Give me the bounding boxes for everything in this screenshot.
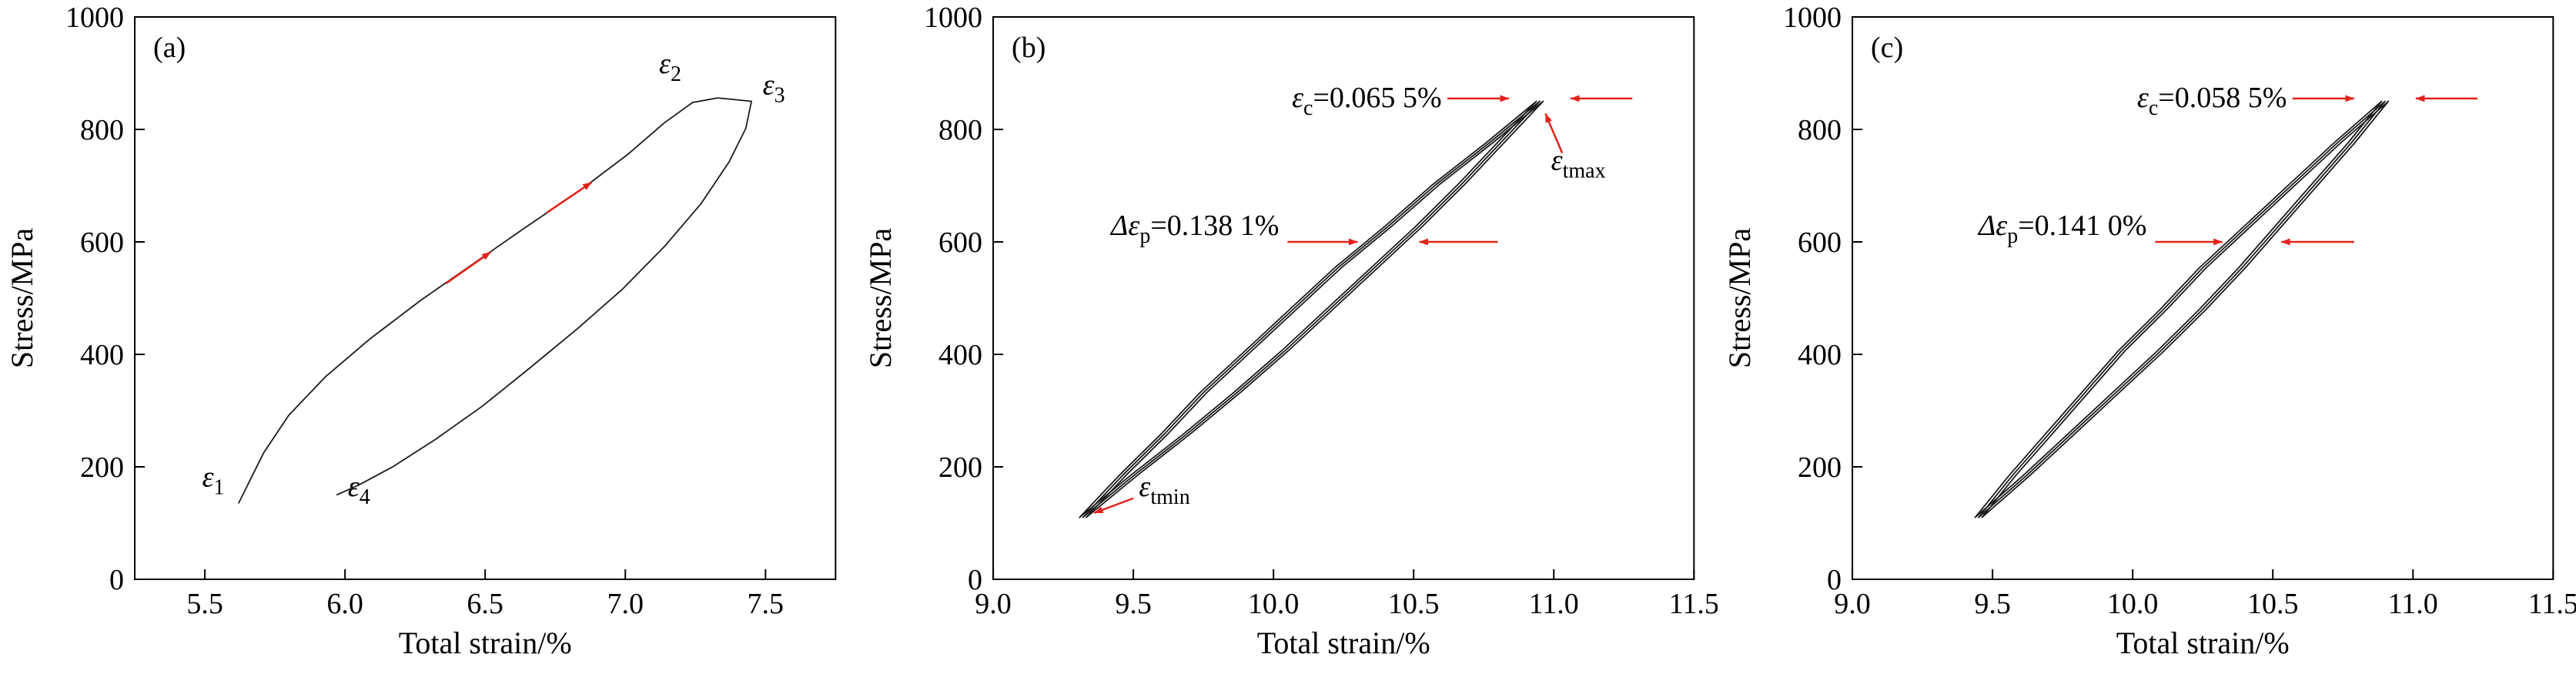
hysteresis-loop-cycles xyxy=(1082,100,1541,518)
panel-c: 9.0 9.5 10.0 10.5 11.0 11.5 0 200 400 600 800 1000 T… xyxy=(1717,0,2576,681)
annotation-arrow xyxy=(546,181,593,214)
x-tick-label: 6.0 xyxy=(326,588,363,620)
x-tick-label: 7.0 xyxy=(607,588,644,620)
x-tick-label: 6.5 xyxy=(467,588,503,620)
hysteresis-loop xyxy=(237,97,752,504)
panel-letter: (c) xyxy=(1871,32,1903,64)
x-tick-label: 9.5 xyxy=(1974,588,2011,620)
plot-background xyxy=(858,0,1718,681)
panel-letter: (b) xyxy=(1012,32,1045,64)
annotation-label: Δεp=0.141 0% xyxy=(1977,210,2146,248)
panel-a: 5.5 6.0 6.5 7.0 7.5 0 200 400 600 800 1000 Total st… xyxy=(0,0,859,681)
y-tick-label: 0 xyxy=(968,564,982,596)
y-tick-label: 1000 xyxy=(1783,2,1842,34)
y-tick-label: 800 xyxy=(1798,114,1842,146)
annotation-label: εc=0.058 5% xyxy=(2137,82,2287,120)
y-tick-label: 1000 xyxy=(924,2,982,34)
annotation-label: ε3 xyxy=(763,69,785,108)
y-tick-label: 800 xyxy=(938,114,982,146)
annotation-arrow xyxy=(445,251,492,285)
x-tick-label: 10.5 xyxy=(1388,588,1440,620)
x-tick-label: 9.0 xyxy=(1834,588,1871,620)
chart-b-hysteresis-loop: 9.0 9.5 10.0 10.5 11.0 11.5 0 200 400 600 800 1000 T… xyxy=(858,0,1718,681)
x-tick-label: 10.5 xyxy=(2247,588,2299,620)
annotation-arrow xyxy=(1093,497,1134,515)
x-tick-label: 11.5 xyxy=(2527,588,2576,620)
x-tick-label: 5.5 xyxy=(186,588,223,620)
hysteresis-loop-cycles xyxy=(1086,100,1544,518)
x-tick-label: 7.5 xyxy=(748,588,785,620)
plot-background xyxy=(0,0,859,681)
y-axis-title: Stress/MPa xyxy=(1722,228,1757,368)
y-tick-label: 400 xyxy=(80,339,124,371)
hysteresis-loop-cycles xyxy=(1981,100,2389,518)
y-tick-label: 600 xyxy=(80,226,124,259)
chart-a-hysteresis-loop: 5.5 6.0 6.5 7.0 7.5 0 200 400 600 800 1000 Total st… xyxy=(0,0,859,681)
x-tick-label: 11.0 xyxy=(1529,588,1579,620)
axis-box xyxy=(992,16,1695,580)
hysteresis-loop-cycles xyxy=(1079,100,1537,518)
annotation-label: Δεp=0.138 1% xyxy=(1109,210,1279,248)
y-tick-label: 600 xyxy=(1798,226,1842,259)
y-axis-title: Stress/MPa xyxy=(863,228,898,368)
y-tick-label: 0 xyxy=(1827,564,1842,596)
y-tick-label: 1000 xyxy=(65,2,124,34)
y-tick-label: 200 xyxy=(938,451,982,484)
y-tick-label: 400 xyxy=(1798,339,1842,371)
x-tick-label: 11.5 xyxy=(1669,588,1718,620)
x-axis-title: Total strain/% xyxy=(1257,626,1430,660)
annotation-label: εtmax xyxy=(1551,145,1606,183)
x-tick-label: 10.0 xyxy=(2107,588,2159,620)
y-tick-label: 200 xyxy=(1798,451,1842,484)
hysteresis-loop-cycles xyxy=(1974,100,2383,518)
chart-c-hysteresis-loop: 9.0 9.5 10.0 10.5 11.0 11.5 0 200 400 600 800 1000 T… xyxy=(1717,0,2576,681)
y-tick-label: 0 xyxy=(109,564,124,596)
y-tick-label: 400 xyxy=(938,339,982,371)
annotation-label: ε2 xyxy=(659,48,681,86)
annotation-label: ε4 xyxy=(348,471,370,509)
x-tick-label: 10.0 xyxy=(1248,588,1300,620)
annotation-label: ε1 xyxy=(202,461,225,500)
hysteresis-loop-cycles xyxy=(1977,100,2386,518)
y-axis-title: Stress/MPa xyxy=(5,228,39,368)
x-tick-label: 9.5 xyxy=(1116,588,1153,620)
x-tick-label: 9.0 xyxy=(975,588,1012,620)
y-tick-label: 600 xyxy=(938,226,982,259)
axis-box xyxy=(1851,16,2554,580)
panel-letter: (a) xyxy=(153,32,186,64)
annotation-label: εtmin xyxy=(1139,471,1190,509)
panel-b: 9.0 9.5 10.0 10.5 11.0 11.5 0 200 400 600 800 1000 T… xyxy=(858,0,1718,681)
plot-background xyxy=(1717,0,2576,681)
x-axis-title: Total strain/% xyxy=(399,626,572,660)
annotation-label: εc=0.065 5% xyxy=(1292,82,1442,120)
x-tick-label: 11.0 xyxy=(2387,588,2437,620)
annotation-arrow xyxy=(1544,113,1564,154)
y-tick-label: 800 xyxy=(80,114,124,146)
x-axis-title: Total strain/% xyxy=(2116,626,2289,660)
y-tick-label: 200 xyxy=(80,451,124,484)
